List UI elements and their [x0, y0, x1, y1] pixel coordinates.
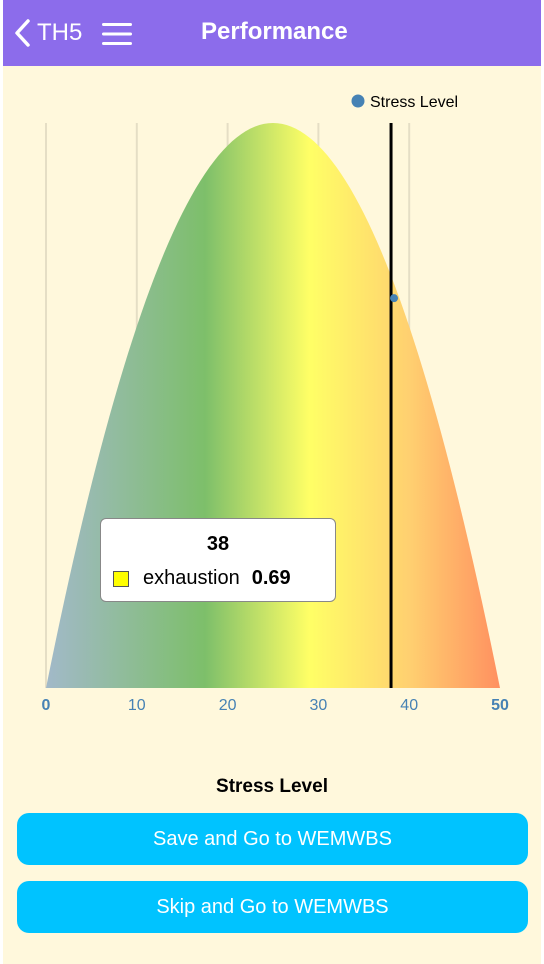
back-button[interactable]: TH5 [13, 16, 82, 50]
page-title: Performance [201, 18, 348, 46]
tooltip-swatch [113, 571, 129, 587]
tooltip-value: 0.69 [252, 567, 291, 590]
app-screen: TH5 Performance 0 10 20 30 40 50 Stress Level [3, 0, 541, 964]
x-tick-label: 40 [400, 697, 418, 714]
x-tick-label: 20 [219, 697, 237, 714]
chart-tooltip: 38 exhaustion 0.69 [100, 518, 336, 602]
stress-performance-chart: 0 10 20 30 40 50 Stress Level [3, 66, 541, 746]
tooltip-row: exhaustion 0.69 [113, 567, 291, 590]
x-axis-title: Stress Level [3, 776, 541, 798]
skip-and-go-button[interactable]: Skip and Go to WEMWBS [17, 881, 528, 933]
x-tick-label: 10 [128, 697, 146, 714]
x-tick-label: 30 [310, 697, 328, 714]
hamburger-menu-icon[interactable] [102, 22, 132, 46]
x-tick-label: 50 [491, 697, 509, 714]
stress-marker-point[interactable] [390, 294, 398, 302]
legend-label[interactable]: Stress Level [370, 94, 458, 111]
back-label: TH5 [37, 19, 82, 47]
performance-area [46, 123, 500, 688]
tooltip-series-name: exhaustion [143, 567, 240, 590]
app-header: TH5 Performance [3, 0, 541, 66]
chevron-left-icon [13, 18, 31, 48]
x-tick-label: 0 [42, 697, 51, 714]
legend-dot [352, 95, 365, 108]
save-and-go-button[interactable]: Save and Go to WEMWBS [17, 813, 528, 865]
tooltip-x-value: 38 [101, 533, 335, 556]
